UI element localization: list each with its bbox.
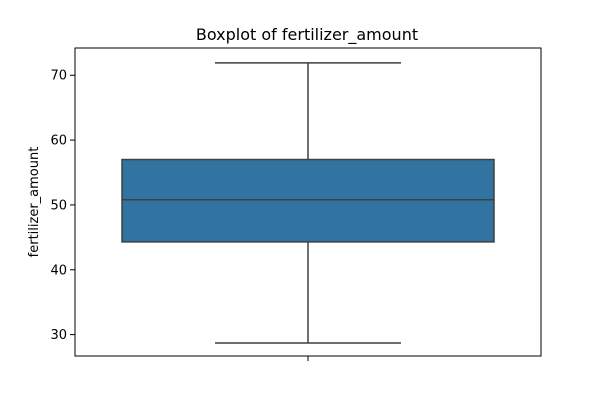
y-tick-label: 30 bbox=[50, 328, 67, 343]
y-tick-label: 60 bbox=[50, 134, 67, 149]
chart-title: Boxplot of fertilizer_amount bbox=[196, 25, 418, 45]
iqr-box bbox=[121, 158, 495, 243]
y-tick-label: 40 bbox=[50, 263, 67, 278]
y-tick-label: 50 bbox=[50, 198, 67, 213]
y-axis-label: fertilizer_amount bbox=[27, 147, 42, 258]
y-tick-label: 70 bbox=[50, 69, 67, 84]
plot-area: 30 40 50 60 70 bbox=[50, 47, 542, 361]
